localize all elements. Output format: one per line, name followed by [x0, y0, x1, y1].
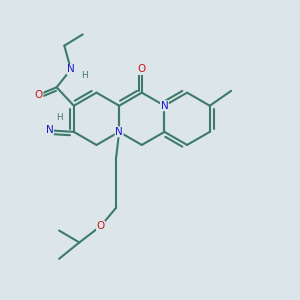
Text: N: N [67, 64, 75, 74]
Text: H: H [57, 113, 63, 122]
Text: O: O [97, 221, 105, 231]
Text: N: N [115, 127, 123, 137]
Text: N: N [160, 101, 168, 111]
Text: H: H [81, 71, 87, 80]
Text: O: O [138, 64, 146, 74]
Text: N: N [46, 125, 53, 135]
Text: O: O [35, 90, 43, 100]
